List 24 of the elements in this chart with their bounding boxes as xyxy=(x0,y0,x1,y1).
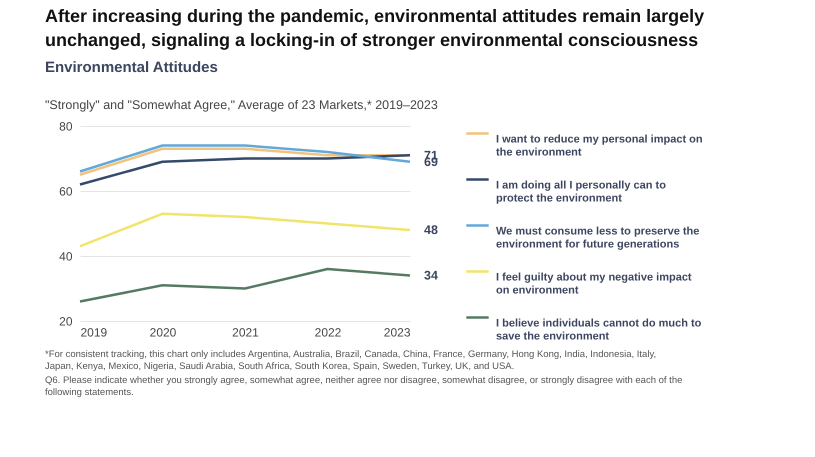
y-tick-label: 40 xyxy=(59,250,73,264)
data-label: 48 xyxy=(424,223,438,237)
x-tick-label: 2020 xyxy=(150,326,177,340)
data-label: 34 xyxy=(424,268,438,282)
legend-label: I believe individuals cannot do much to save the environment xyxy=(496,318,702,342)
chart-subtitle: Environmental Attitudes xyxy=(45,59,218,76)
x-tick-label: 2021 xyxy=(232,326,260,340)
line-series xyxy=(78,154,412,186)
y-tick-label: 60 xyxy=(59,184,73,198)
legend-label: I feel guilty about my negative impact on environment xyxy=(496,272,692,296)
legend-label: We must consume less to preserve the environment for future generations xyxy=(496,226,700,250)
y-tick-label: 80 xyxy=(59,120,73,134)
legend-label: I am doing all I personally can to protect the environment xyxy=(496,180,666,204)
text: Q6. Please indicate whether you strongly agree, somewhat agree, neither agree nor disagree, somewhat disagree, or strongly disagree with each of the following statements. xyxy=(45,375,682,398)
line-series xyxy=(78,268,412,303)
legend-label: I want to reduce my personal impact on the environment xyxy=(496,134,703,158)
chart-title: After increasing during the pandemic, environmental attitudes remain largely unchanged, signaling a locking-in of stronger environmental consciousness xyxy=(45,6,704,50)
text: *For consistent tracking, this chart only includes Argentina, Australia, Brazil, Canada, China, France, Germany, Hong Kong, India, Indonesia, Italy, Japan, Kenya, Mexico, Nigeria, Saudi Arabia, South Africa, South Korea, Spain, Sweden, Turkey, UK, and USA. xyxy=(45,349,656,372)
x-tick-label: 2023 xyxy=(384,326,411,340)
x-tick-label: 2019 xyxy=(80,326,108,340)
y-tick-label: 20 xyxy=(59,314,73,328)
text: "Strongly" and "Somewhat Agree," Average of 23 Markets,* 2019–2023 xyxy=(45,98,438,112)
x-tick-label: 2022 xyxy=(314,326,342,340)
line-series xyxy=(78,212,412,248)
